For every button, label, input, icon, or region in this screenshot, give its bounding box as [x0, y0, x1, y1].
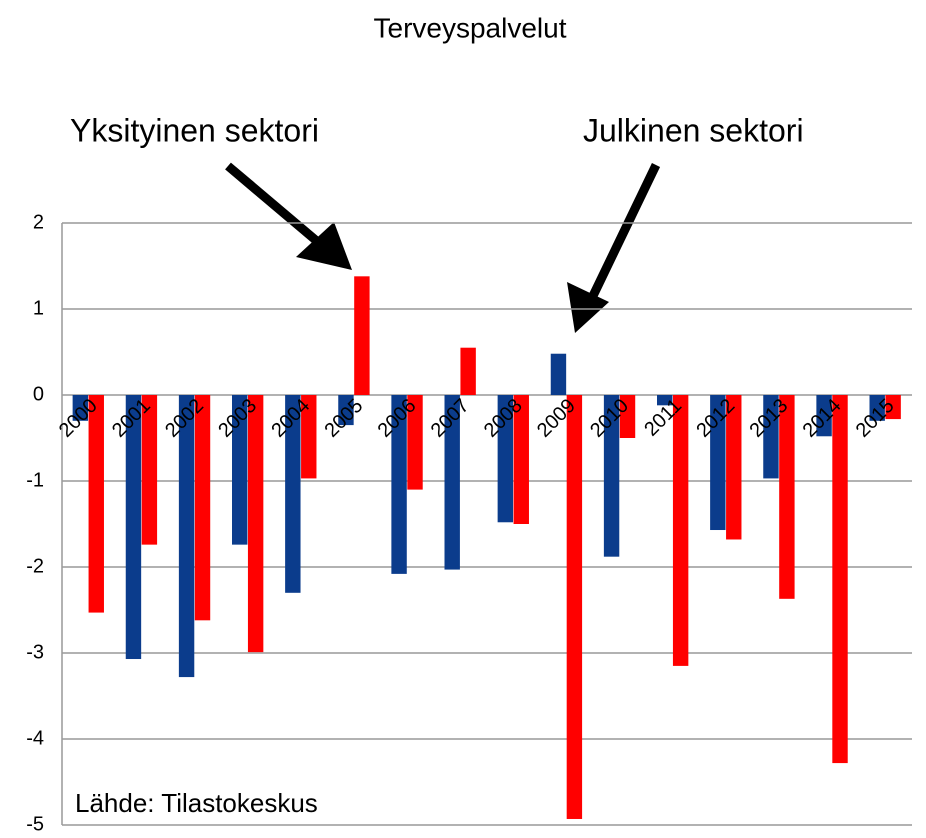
y-tick-label: -1 [26, 469, 44, 491]
bar [338, 395, 354, 426]
y-tick-label: -5 [26, 813, 44, 835]
bar [391, 395, 407, 574]
y-tick-label: 2 [33, 211, 44, 233]
source-note: Lähde: Tilastokeskus [75, 788, 318, 818]
bar [603, 395, 620, 557]
annotation: Yksityinen sektori [70, 112, 319, 148]
bar [513, 395, 529, 524]
bar [726, 395, 742, 540]
bar [672, 395, 689, 666]
arrow [567, 163, 661, 333]
bar [301, 395, 317, 479]
y-tick-label: 0 [33, 383, 44, 405]
y-tick-label: -3 [26, 641, 44, 663]
bar [178, 395, 195, 678]
bar [232, 395, 248, 545]
bar [832, 395, 848, 764]
bar [763, 395, 779, 479]
bar [710, 395, 726, 531]
chart-title: Terveyspalvelut [374, 12, 567, 43]
bar [460, 347, 476, 395]
bar [657, 395, 673, 406]
bar [816, 395, 832, 437]
y-tick-label: 1 [33, 297, 44, 319]
bar [444, 395, 460, 570]
arrow [225, 162, 352, 270]
bar [619, 395, 636, 438]
bar [247, 395, 264, 653]
bar [141, 395, 158, 545]
y-tick-label: -2 [26, 555, 44, 577]
bar [779, 395, 795, 599]
annotation: Julkinen sektori [583, 112, 804, 148]
bar [566, 395, 583, 819]
bar [88, 395, 104, 613]
bar [125, 395, 142, 660]
bar [497, 395, 514, 523]
bar [869, 395, 885, 421]
bar [885, 395, 901, 420]
bar [72, 395, 89, 421]
y-tick-label: -4 [26, 727, 44, 749]
bar [550, 353, 567, 395]
bar [354, 276, 370, 395]
bar [194, 395, 211, 621]
bar [285, 395, 301, 593]
x-tick-label: 2005 [320, 395, 367, 442]
bar [407, 395, 423, 490]
